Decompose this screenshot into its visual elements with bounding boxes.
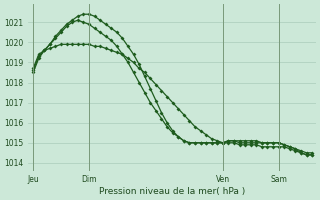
X-axis label: Pression niveau de la mer( hPa ): Pression niveau de la mer( hPa )	[99, 187, 245, 196]
